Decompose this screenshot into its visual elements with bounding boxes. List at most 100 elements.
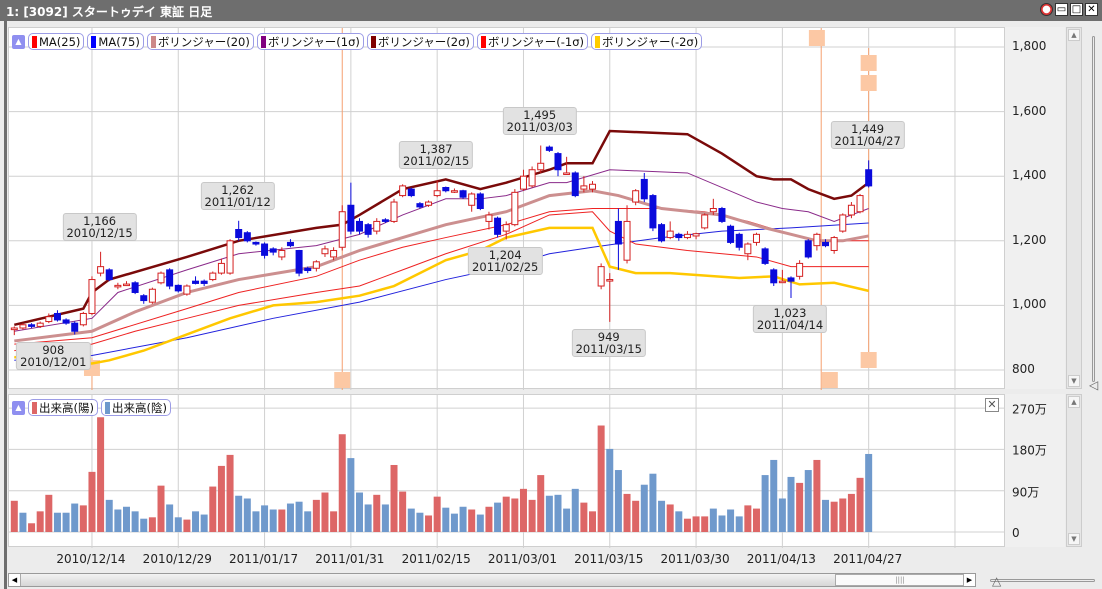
volume-bar: [338, 434, 346, 532]
candlestick: [88, 276, 96, 316]
candle-body: [502, 224, 510, 232]
candlestick: [770, 268, 778, 287]
volume-bar: [105, 499, 113, 532]
maximize-button[interactable]: □: [1070, 3, 1083, 16]
legend-item[interactable]: 出来高(陰): [100, 399, 171, 416]
link-icon[interactable]: ●: [1040, 3, 1053, 16]
legend-label: ボリンジャー(-2σ): [602, 34, 699, 49]
volume-bar: [235, 495, 243, 532]
candlestick: [658, 223, 666, 243]
callout-value: 1,204: [488, 247, 522, 262]
legend-item[interactable]: MA(25): [28, 33, 85, 50]
legend-item[interactable]: MA(75): [87, 33, 144, 50]
candle-body: [839, 214, 847, 232]
volume-bar: [356, 492, 363, 532]
candle-body: [373, 220, 381, 232]
scroll-down-arrow[interactable]: ▼: [1068, 533, 1080, 545]
volume-bar: [407, 508, 415, 532]
volume-bar: [157, 485, 165, 532]
candlestick: [381, 218, 389, 224]
close-volume-panel-button[interactable]: ✕: [985, 398, 999, 412]
candle-body: [649, 195, 657, 229]
volume-bar: [364, 504, 372, 532]
candle-body: [442, 187, 450, 192]
candlestick: [200, 279, 208, 287]
legend-item[interactable]: ボリンジャー(-1σ): [476, 33, 589, 50]
candle-body: [364, 224, 372, 235]
candlestick: [295, 249, 303, 277]
candle-body: [856, 195, 864, 213]
candle-body: [36, 322, 44, 327]
candle-body: [778, 280, 786, 284]
legend-item[interactable]: ボリンジャー(1σ): [256, 33, 364, 50]
legend-item[interactable]: 出来高(陽): [28, 399, 98, 416]
signal-marker: [860, 75, 877, 91]
candlestick: [718, 206, 726, 224]
volume-chart-panel[interactable]: [8, 394, 1006, 548]
volume-bar: [623, 493, 631, 532]
volume-vertical-scrollbar[interactable]: ▲ ▼: [1066, 394, 1082, 547]
window-titlebar: 1: [3092] スタートゥデイ 東証 日足 ● ▭ □ ✕: [0, 0, 1102, 21]
callout-date: 2011/01/12: [204, 194, 271, 209]
candle-body: [744, 243, 752, 255]
legend-swatch: [480, 35, 486, 48]
bb-mid-line: [14, 189, 869, 343]
volume-bar: [839, 498, 847, 532]
candlestick: [468, 192, 476, 212]
legend-item[interactable]: ボリンジャー(2σ): [366, 33, 474, 50]
legend-label: MA(25): [39, 34, 81, 49]
volume-bar: [304, 511, 312, 532]
candle-body: [666, 230, 674, 239]
candle-body: [692, 233, 700, 237]
price-chart-panel[interactable]: [8, 27, 1006, 390]
volume-bar: [425, 515, 433, 532]
close-button[interactable]: ✕: [1085, 3, 1098, 16]
price-vertical-scrollbar[interactable]: ▲ ▼: [1066, 27, 1082, 389]
candlestick: [312, 260, 320, 272]
legend-item[interactable]: ボリンジャー(20): [146, 33, 254, 50]
candle-body: [261, 243, 269, 256]
candle-body: [157, 272, 165, 284]
candlestick: [19, 323, 27, 330]
candlestick: [226, 239, 234, 275]
candlestick: [537, 145, 545, 173]
scroll-left-arrow[interactable]: ◀: [9, 574, 21, 586]
scroll-up-arrow[interactable]: ▲: [1068, 396, 1080, 408]
vertical-zoom-handle[interactable]: ◁: [1089, 378, 1099, 392]
collapse-legend-button[interactable]: ▲: [12, 34, 25, 49]
minimize-button[interactable]: ▭: [1055, 3, 1068, 16]
scroll-thumb[interactable]: ||||: [835, 574, 965, 586]
callout-value: 1,449: [851, 122, 885, 137]
candle-body: [519, 175, 527, 190]
candlestick: [528, 166, 536, 188]
candle-body: [813, 233, 821, 247]
candlestick: [692, 232, 700, 240]
candlestick: [433, 180, 441, 198]
volume-bar: [580, 502, 588, 532]
volume-bar: [36, 511, 44, 532]
candle-body: [675, 233, 683, 239]
candle-body: [528, 169, 536, 187]
candle-body: [701, 214, 709, 229]
volume-chart: [9, 395, 1006, 548]
collapse-volume-legend-button[interactable]: ▲: [12, 400, 25, 415]
legend-item[interactable]: ボリンジャー(-2σ): [591, 33, 703, 50]
volume-bar: [416, 512, 424, 532]
scroll-down-arrow[interactable]: ▼: [1068, 375, 1080, 387]
price-callout: 1,166 2010/12/15: [62, 212, 137, 241]
volume-bar: [243, 498, 251, 532]
horizontal-scrollbar[interactable]: ◀ |||| ▶: [8, 573, 976, 587]
volume-bar: [804, 470, 812, 532]
volume-bar: [554, 494, 562, 532]
volume-bar: [865, 453, 873, 532]
vertical-zoom-slider[interactable]: [1092, 36, 1095, 382]
volume-bar: [744, 505, 752, 532]
candlestick: [131, 281, 139, 295]
horizontal-zoom-slider[interactable]: [990, 579, 1095, 582]
candle-body: [390, 201, 398, 222]
scroll-up-arrow[interactable]: ▲: [1068, 29, 1080, 41]
scroll-right-arrow[interactable]: ▶: [963, 574, 975, 586]
horizontal-zoom-handle[interactable]: △: [992, 574, 1002, 588]
volume-bar: [312, 499, 320, 532]
volume-bar: [286, 503, 294, 532]
